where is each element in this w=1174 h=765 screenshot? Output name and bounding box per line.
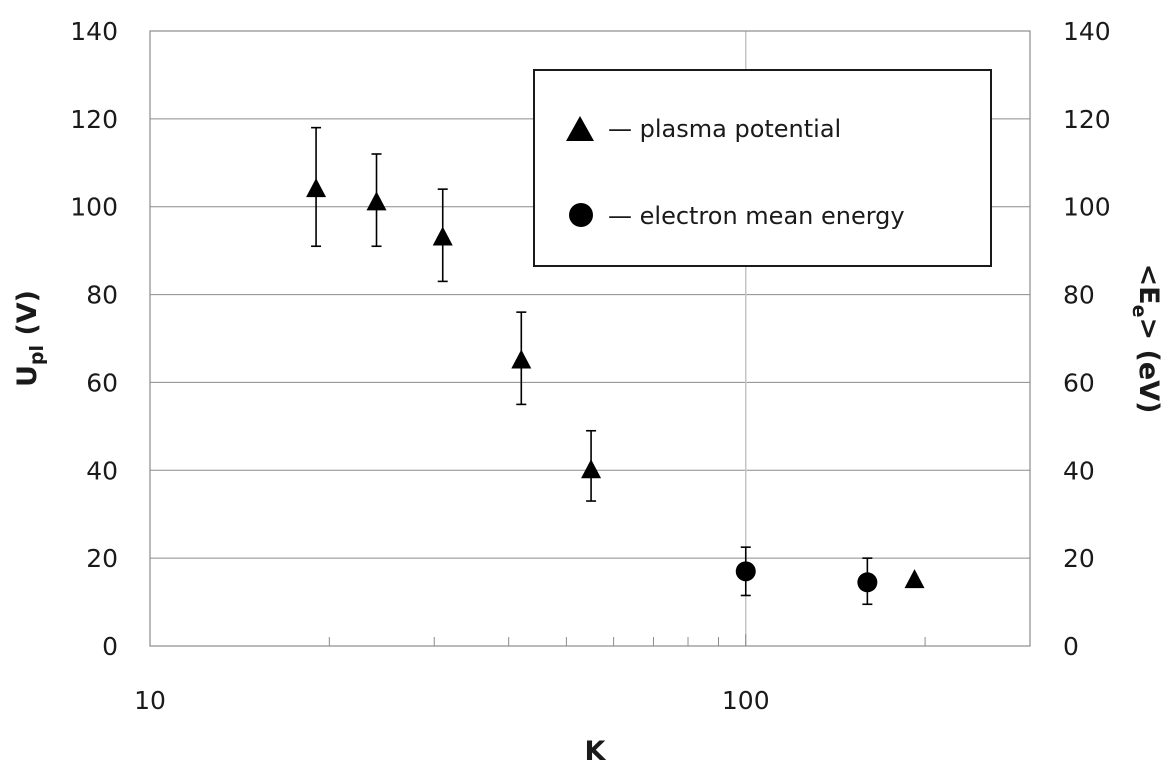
y-tick-label-right: 120 — [1063, 105, 1111, 134]
data-point-electron-mean-energy — [735, 561, 756, 582]
y-tick-label-left: 80 — [86, 281, 118, 310]
y-axis-right-title-unit: > (eV) — [1133, 318, 1164, 414]
y-axis-right-ticks: 0 20 40 60 80 100 120 140 — [1063, 17, 1111, 661]
y-tick-label-right: 100 — [1063, 193, 1111, 222]
legend-box — [533, 69, 992, 267]
legend-triangle-marker — [566, 116, 594, 141]
y-tick-label-left: 100 — [70, 193, 118, 222]
y-tick-label-right: 0 — [1063, 632, 1079, 661]
data-point-electron-mean-energy — [857, 572, 878, 593]
y-axis-left-title: Upl (V) — [12, 290, 48, 387]
data-point-plasma-potential — [366, 191, 387, 211]
legend: — plasma potential — electron mean energ… — [533, 69, 992, 267]
data-point-plasma-potential — [511, 349, 532, 369]
y-tick-label-right: 80 — [1063, 281, 1095, 310]
y-tick-label-right: 20 — [1063, 544, 1095, 573]
y-axis-right-title: <Ee> (eV) — [1128, 264, 1164, 414]
x-axis-ticks: 10 100 — [134, 634, 1031, 715]
y-tick-label-left: 40 — [86, 456, 118, 485]
data-point-plasma-potential — [306, 178, 327, 198]
y-tick-label-right: 60 — [1063, 368, 1095, 397]
y-tick-label-left: 20 — [86, 544, 118, 573]
y-axis-left-title-unit: (V) — [12, 290, 43, 345]
x-axis-title: K — [585, 736, 607, 765]
y-tick-label-left: 0 — [102, 632, 118, 661]
y-tick-label-right: 140 — [1063, 17, 1111, 46]
y-tick-label-left: 120 — [70, 105, 118, 134]
legend-circle-marker — [569, 203, 593, 227]
y-axis-right-title-subscript: e — [1128, 305, 1150, 318]
data-point-plasma-potential — [432, 226, 453, 246]
x-tick-label: 100 — [722, 686, 770, 715]
data-points — [306, 178, 925, 593]
legend-label-electron-mean-energy: — electron mean energy — [608, 202, 905, 230]
data-point-plasma-potential — [581, 459, 602, 479]
data-point-plasma-potential — [904, 569, 925, 589]
legend-label-plasma-potential: — plasma potential — [608, 115, 841, 143]
x-tick-label: 10 — [134, 686, 166, 715]
y-axis-left-ticks: 0 20 40 60 80 100 120 140 — [70, 17, 118, 661]
y-tick-label-left: 60 — [86, 368, 118, 397]
plot-area-border — [149, 30, 1031, 647]
y-axis-left-title-main: U — [12, 365, 43, 387]
y-axis-right-title-main: <E — [1133, 264, 1164, 305]
y-tick-label-left: 140 — [70, 17, 118, 46]
y-axis-left-title-subscript: pl — [26, 345, 48, 365]
y-tick-label-right: 40 — [1063, 456, 1095, 485]
